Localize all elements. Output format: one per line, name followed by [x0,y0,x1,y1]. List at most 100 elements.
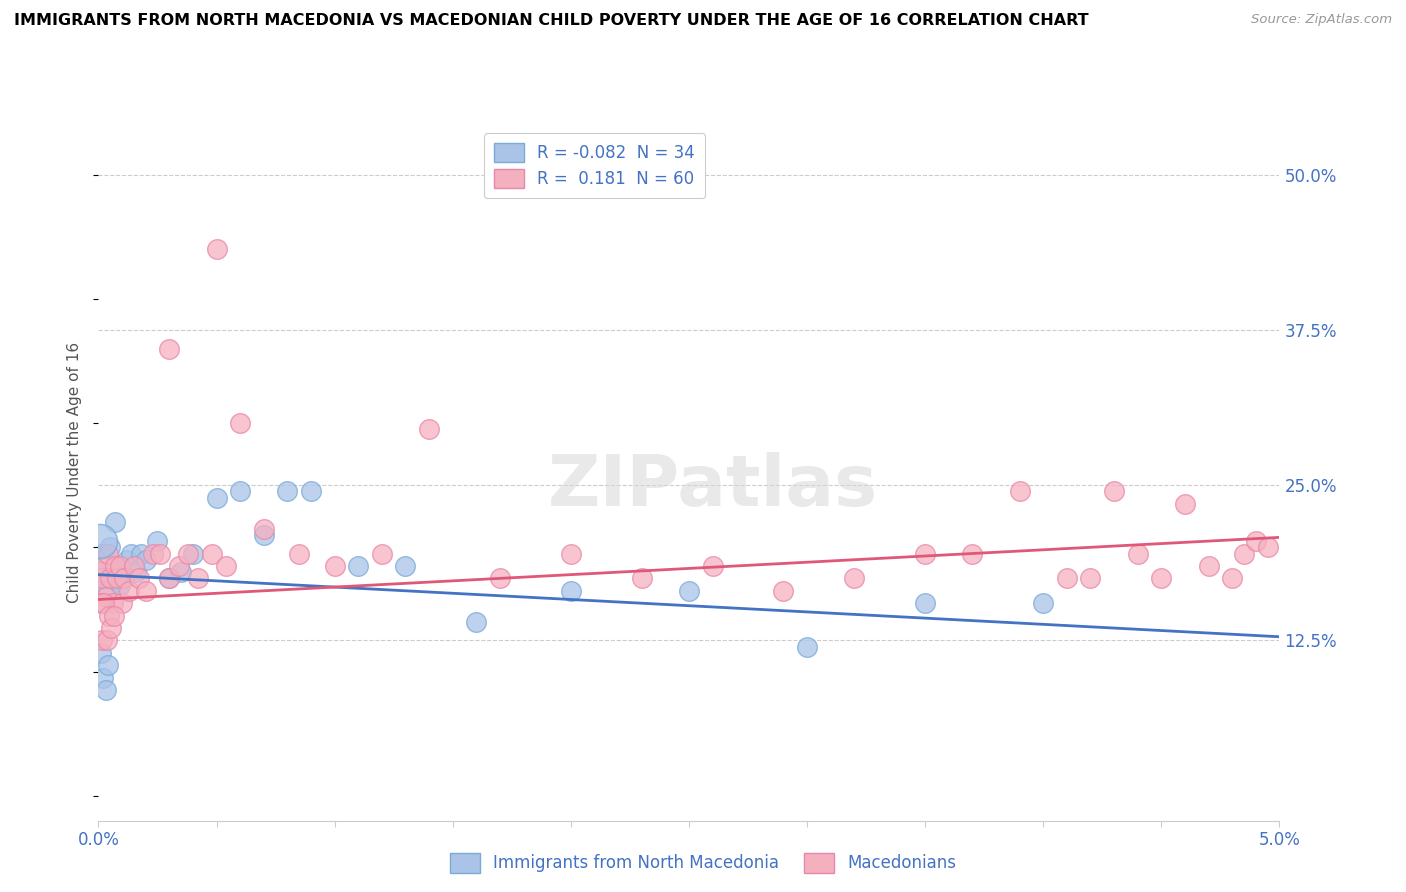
Point [1080,571,1102,585]
Point [90,646,112,660]
Point [101,596,124,610]
Point [489,571,512,585]
Point [149,547,172,561]
Point [105,558,128,573]
Point [1244,534,1267,549]
Point [122,558,145,573]
Point [1198,558,1220,573]
Point [112,571,135,585]
Legend: Immigrants from North Macedonia, Macedonians: Immigrants from North Macedonia, Macedon… [443,847,963,880]
Point [796,640,818,654]
Point [1102,484,1125,499]
Point [129,547,152,561]
Point [1220,571,1243,585]
Point [97,658,120,673]
Point [205,242,228,256]
Text: Source: ZipAtlas.com: Source: ZipAtlas.com [1251,13,1392,27]
Point [94,683,117,698]
Point [90,596,112,610]
Point [96,633,118,648]
Point [560,583,582,598]
Point [96,558,118,573]
Point [276,484,298,499]
Point [253,528,276,542]
Point [1174,497,1197,511]
Point [91,571,114,585]
Point [104,516,127,530]
Point [181,547,204,561]
Point [678,583,700,598]
Point [167,558,190,573]
Point [94,571,117,585]
Point [142,547,165,561]
Point [97,547,120,561]
Point [1233,547,1256,561]
Point [1032,596,1054,610]
Point [90,565,112,579]
Point [103,608,125,623]
Point [91,633,114,648]
Point [1056,571,1078,585]
Point [201,547,224,561]
Point [205,491,228,505]
Point [108,577,131,591]
Point [1008,484,1031,499]
Point [1126,547,1149,561]
Point [111,596,134,610]
Point [299,484,322,499]
Point [104,558,127,573]
Point [560,547,582,561]
Point [157,571,180,585]
Point [94,590,117,604]
Point [108,558,131,573]
Point [118,583,141,598]
Point [91,547,114,561]
Point [157,342,180,356]
Point [772,583,794,598]
Point [418,422,440,436]
Point [1150,571,1173,585]
Point [844,571,866,585]
Point [100,621,122,635]
Point [105,571,128,585]
Point [135,552,157,567]
Point [630,571,652,585]
Point [914,596,936,610]
Point [288,547,311,561]
Point [177,547,200,561]
Point [98,571,121,585]
Point [157,571,180,585]
Point [89,534,111,549]
Point [215,558,238,573]
Point [121,547,143,561]
Point [115,552,138,567]
Point [98,541,121,555]
Point [128,571,150,585]
Point [187,571,209,585]
Point [91,547,114,561]
Point [702,558,724,573]
Point [170,565,193,579]
Point [347,558,370,573]
Point [93,558,115,573]
Point [323,558,346,573]
Point [1257,541,1279,555]
Point [253,522,276,536]
Point [394,558,416,573]
Legend: R = -0.082  N = 34, R =  0.181  N = 60: R = -0.082 N = 34, R = 0.181 N = 60 [484,133,704,198]
Point [97,583,120,598]
Point [962,547,984,561]
Point [111,571,134,585]
Point [135,583,157,598]
Point [371,547,394,561]
Point [93,596,115,610]
Text: IMMIGRANTS FROM NORTH MACEDONIA VS MACEDONIAN CHILD POVERTY UNDER THE AGE OF 16 : IMMIGRANTS FROM NORTH MACEDONIA VS MACED… [14,13,1088,29]
Point [229,416,252,430]
Point [91,671,114,685]
Point [465,615,488,629]
Point [229,484,252,499]
Point [146,534,169,549]
Point [914,547,936,561]
Text: ZIPatlas: ZIPatlas [547,452,877,521]
Point [101,571,124,585]
